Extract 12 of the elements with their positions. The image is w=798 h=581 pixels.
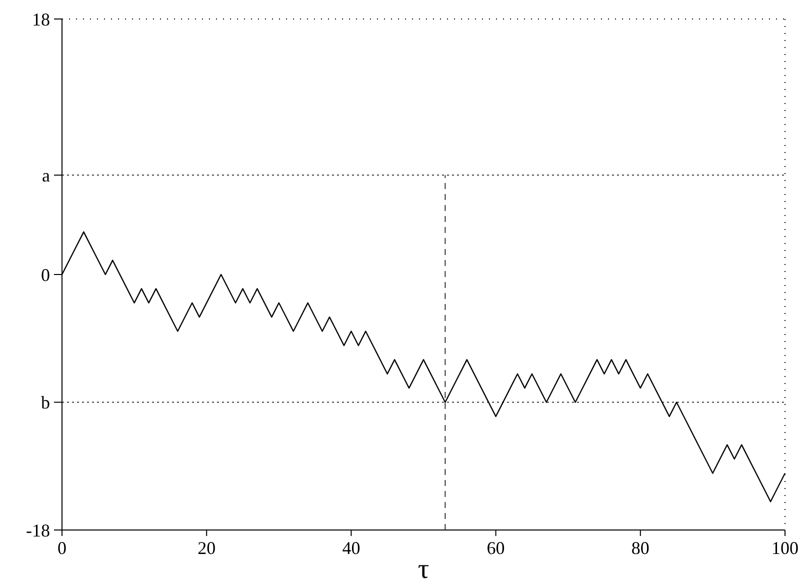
y-tick-label: b <box>41 392 50 413</box>
x-tick-label: 20 <box>198 538 216 558</box>
y-tick-label: a <box>42 165 50 186</box>
x-tick-label: 40 <box>342 538 360 558</box>
y-tick-label: -18 <box>26 520 50 540</box>
y-tick-label: 0 <box>41 264 50 285</box>
x-axis-title: τ <box>418 554 430 581</box>
x-tick-label: 80 <box>631 538 650 558</box>
x-tick-label: 100 <box>772 538 798 558</box>
x-tick-label: 60 <box>486 538 505 558</box>
x-tick-label: 0 <box>58 538 66 558</box>
y-tick-label: 18 <box>32 9 50 30</box>
